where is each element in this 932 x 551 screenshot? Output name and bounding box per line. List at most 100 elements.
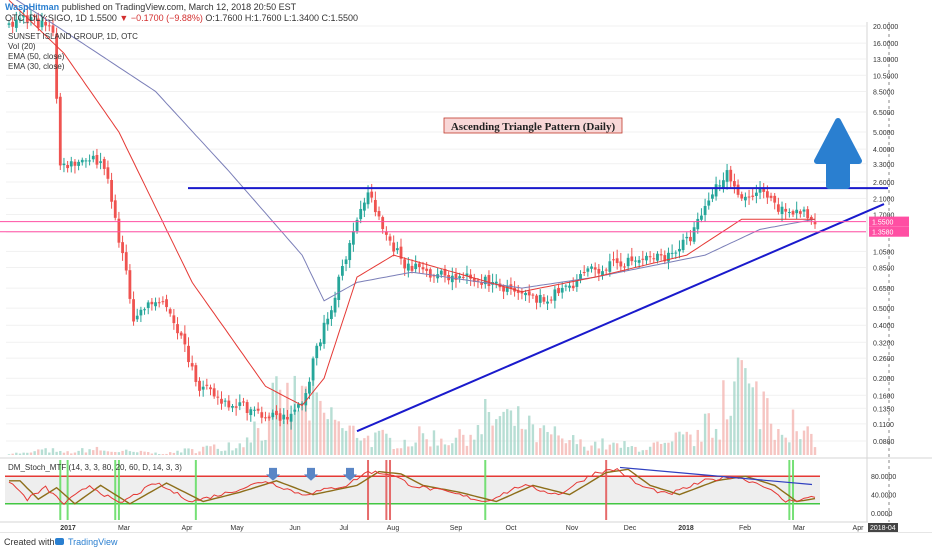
candle-body <box>330 310 333 320</box>
legend-stoch[interactable]: DM_Stoch_MTF (14, 3, 3, 80, 20, 60, D, 1… <box>8 463 182 472</box>
candle-body <box>29 17 33 21</box>
volume-bar <box>333 419 337 455</box>
price-label-box <box>869 216 909 227</box>
volume-bar <box>484 399 487 455</box>
candle-body <box>670 252 674 254</box>
pattern-label-box <box>443 117 623 134</box>
volume-bar <box>582 446 586 455</box>
candle-body <box>139 309 143 316</box>
candle-body <box>714 184 718 197</box>
volume-bar <box>572 435 575 455</box>
volume-bar <box>300 385 304 455</box>
candle-body <box>604 269 608 271</box>
candle-body <box>527 291 531 296</box>
volume-bar <box>436 445 439 455</box>
candle-body <box>256 408 260 411</box>
candle-body <box>802 209 806 212</box>
volume-bar <box>740 360 743 455</box>
volume-bar <box>377 430 381 455</box>
candle-body <box>751 195 755 197</box>
candle-body <box>267 416 271 419</box>
candle-body <box>77 161 81 166</box>
volume-bar <box>158 454 161 455</box>
volume-bar <box>132 451 135 455</box>
volume-bar <box>179 452 183 455</box>
volume-bar <box>615 443 619 455</box>
volume-bar <box>59 450 62 455</box>
volume-bar <box>495 419 498 455</box>
candle-body <box>194 365 198 382</box>
volume-bar <box>751 387 754 455</box>
stoch-tick-label: 80.0000 <box>871 474 896 481</box>
trend-lines <box>0 187 888 433</box>
volume-bar <box>366 435 370 455</box>
candle-body <box>121 242 124 254</box>
candle-body <box>564 285 568 287</box>
candle-body <box>183 333 187 345</box>
volume-bar <box>608 444 612 455</box>
candle-body <box>73 161 77 166</box>
candle-body <box>615 258 619 264</box>
volume-bar <box>813 447 817 455</box>
volume-bar <box>553 426 557 455</box>
volume-bar <box>725 419 729 455</box>
volume-bar <box>62 452 66 455</box>
candle-body <box>135 315 139 320</box>
candle-body <box>242 401 245 403</box>
candle-body <box>524 293 527 296</box>
volume-bar <box>604 449 608 455</box>
volume-bar <box>407 446 410 455</box>
ascending-trendline <box>356 203 885 433</box>
volume-bar <box>297 410 300 455</box>
author-link[interactable]: WaspHitman <box>5 2 60 12</box>
legend-ema30[interactable]: EMA (30, close) <box>8 62 65 71</box>
candle-body <box>428 269 432 278</box>
volume-bar <box>190 449 194 455</box>
candle-body <box>143 309 146 311</box>
volume-bar <box>410 446 414 455</box>
volume-bar <box>623 441 626 455</box>
candle-body <box>787 212 791 214</box>
volume-bar <box>733 381 736 455</box>
time-tick-label: Apr <box>182 525 194 532</box>
volume-bar <box>18 453 22 455</box>
legend-ema50[interactable]: EMA (50, close) <box>8 52 65 61</box>
candle-body <box>227 400 231 408</box>
candle-body <box>69 161 73 167</box>
volume-bar <box>220 451 223 455</box>
candle-body <box>476 280 480 282</box>
stoch-buy-bar <box>484 460 487 520</box>
candle-body <box>626 257 630 267</box>
candle-body <box>165 299 168 308</box>
volume-bar <box>498 416 502 455</box>
time-tick-label: Aug <box>387 525 400 532</box>
volume-bar <box>143 451 146 455</box>
volume-bar <box>465 445 469 455</box>
volume-bar <box>557 435 560 455</box>
candle-body <box>216 396 220 398</box>
candle-body <box>560 287 564 293</box>
candle-body <box>337 276 341 300</box>
volume-bar <box>330 407 333 455</box>
volume-bar <box>418 426 421 455</box>
volume-bar <box>169 452 172 455</box>
candle-body <box>461 276 465 278</box>
candle-body <box>146 302 150 308</box>
last-price: 1.5500 <box>89 13 117 23</box>
candle-body <box>300 403 304 405</box>
candle-body <box>388 236 392 241</box>
time-tick-label: Dec <box>624 525 637 532</box>
price-change: ▼ −0.1700 (−9.88%) <box>119 13 203 23</box>
volume-bar <box>590 445 593 455</box>
stoch-sell-bar <box>605 460 608 520</box>
candle-body <box>454 273 458 280</box>
candle-body <box>315 345 319 359</box>
stoch-buy-bar <box>114 460 117 520</box>
volume-bar <box>388 437 392 455</box>
legend-volume[interactable]: Vol (20) <box>8 42 36 51</box>
candle-body <box>652 258 656 260</box>
candle-body <box>245 402 249 413</box>
candle-body <box>549 299 553 301</box>
footer-brand-link[interactable]: TradingView <box>68 537 118 547</box>
